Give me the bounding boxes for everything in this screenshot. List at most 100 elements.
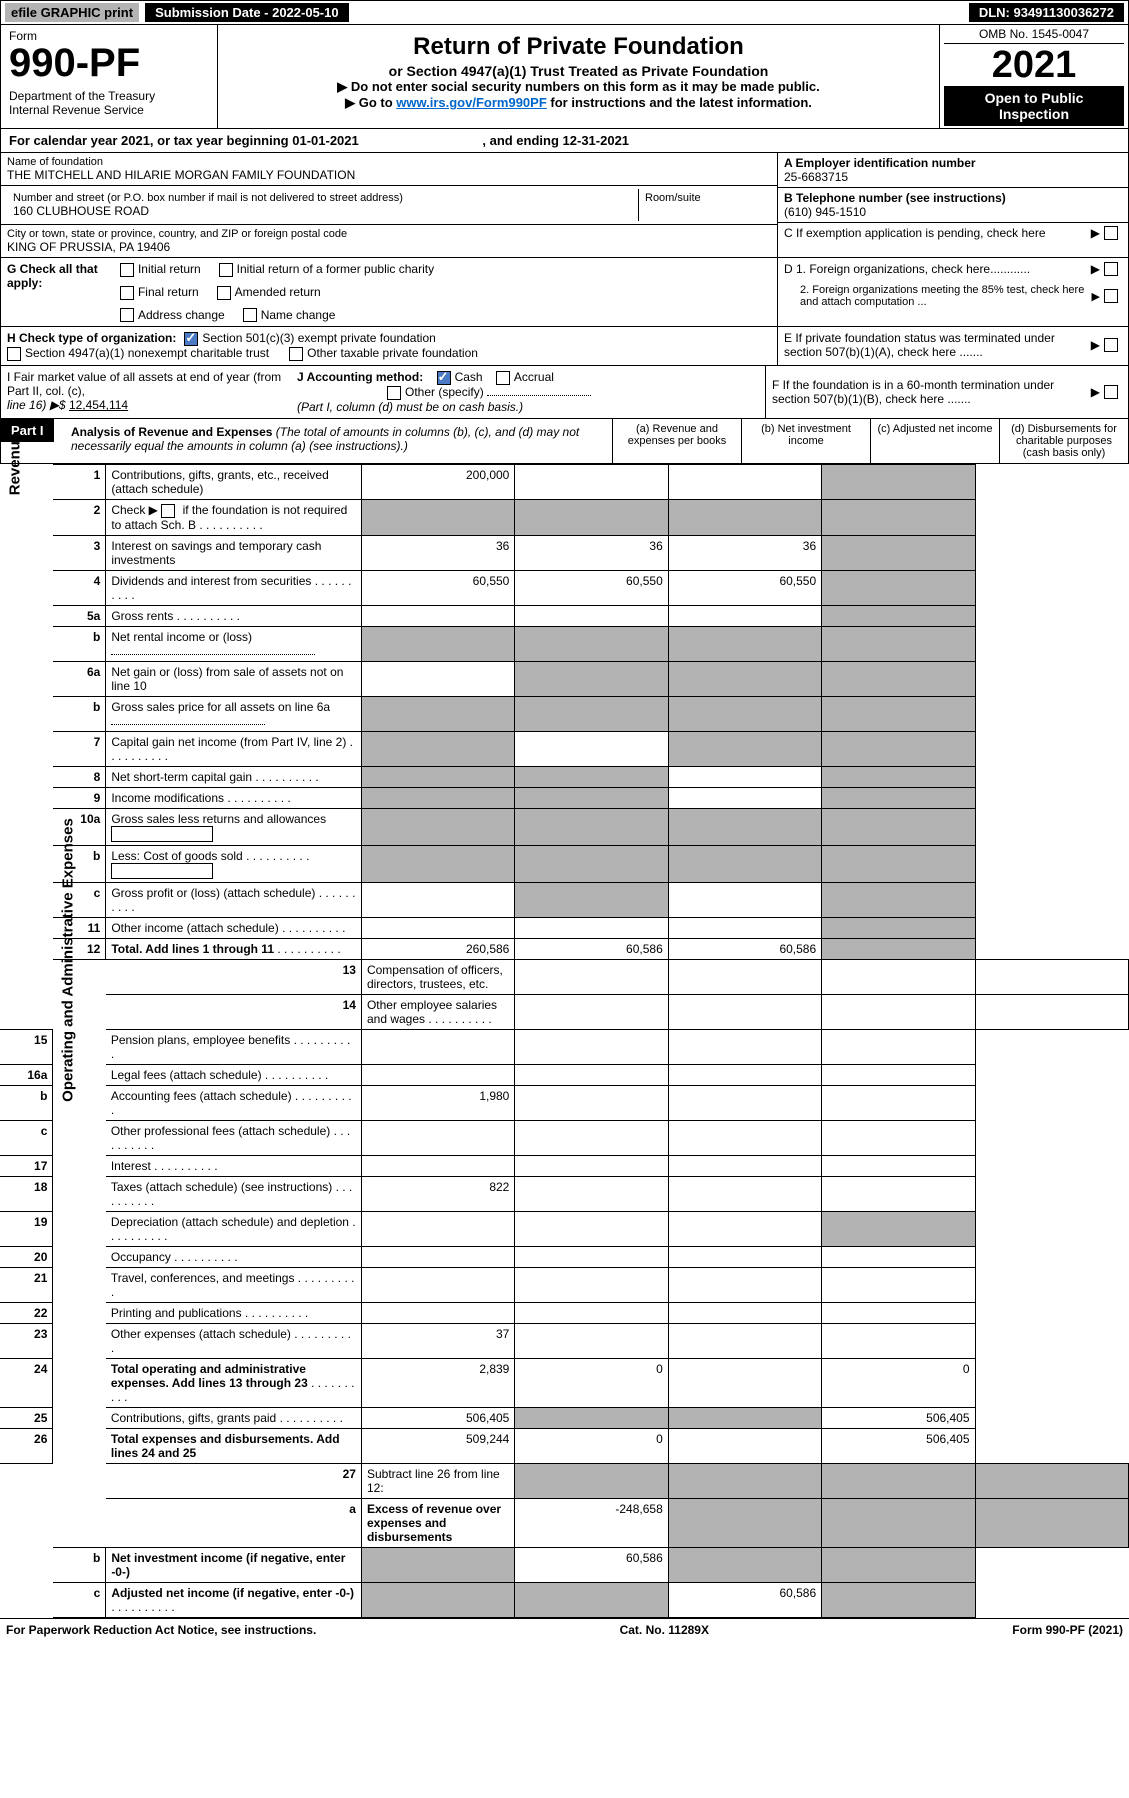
j-other: Other (specify)	[405, 385, 484, 399]
j-other-checkbox[interactable]	[387, 386, 401, 400]
arrow-icon: ▶	[1092, 290, 1100, 303]
g-final-return-checkbox[interactable]	[120, 286, 134, 300]
line-24-a: 2,839	[361, 1358, 514, 1407]
g-amended-checkbox[interactable]	[217, 286, 231, 300]
table-row: bNet rental income or (loss)	[0, 626, 1129, 661]
h-row: H Check type of organization: Section 50…	[1, 327, 777, 365]
irs-label: Internal Revenue Service	[9, 103, 209, 117]
phone-cell: B Telephone number (see instructions) (6…	[778, 188, 1128, 223]
line-10b-desc: Less: Cost of goods sold	[111, 849, 242, 863]
foundation-address: 160 CLUBHOUSE ROAD	[13, 204, 632, 218]
h-4947-checkbox[interactable]	[7, 347, 21, 361]
form-header: Form 990-PF Department of the Treasury I…	[0, 25, 1129, 129]
g-initial-former-checkbox[interactable]	[219, 263, 233, 277]
form990pf-link[interactable]: www.irs.gov/Form990PF	[396, 95, 547, 110]
i-j-f-row: I Fair market value of all assets at end…	[0, 366, 1129, 419]
line-11-desc: Other income (attach schedule)	[111, 921, 278, 935]
d1-checkbox[interactable]	[1104, 262, 1118, 276]
goto-note: ▶ Go to www.irs.gov/Form990PF for instru…	[228, 95, 929, 111]
table-row: 24Total operating and administrative exp…	[0, 1358, 1129, 1407]
foundation-name: THE MITCHELL AND HILARIE MORGAN FAMILY F…	[7, 168, 771, 182]
g-initial-return-checkbox[interactable]	[120, 263, 134, 277]
line-25-a: 506,405	[361, 1407, 514, 1428]
c-checkbox[interactable]	[1104, 226, 1118, 240]
j-cash-checkbox[interactable]	[437, 371, 451, 385]
e-row: E If private foundation status was termi…	[778, 327, 1128, 363]
table-row: 27Subtract line 26 from line 12:	[0, 1463, 1129, 1498]
line-26-a: 509,244	[361, 1428, 514, 1463]
g-address-change-checkbox[interactable]	[120, 308, 134, 322]
g-name-change-checkbox[interactable]	[243, 308, 257, 322]
addr-cell: Number and street (or P.O. box number if…	[1, 186, 777, 225]
phone-label: B Telephone number (see instructions)	[784, 191, 1006, 205]
line-24-b: 0	[515, 1358, 668, 1407]
table-row: bAccounting fees (attach schedule) 1,980	[0, 1085, 1129, 1120]
name-label: Name of foundation	[7, 156, 771, 168]
line-8-desc: Net short-term capital gain	[111, 770, 252, 784]
col-d-header: (d) Disbursements for charitable purpose…	[999, 419, 1128, 463]
line-24-d: 0	[822, 1358, 975, 1407]
cal-begin: 01-01-2021	[292, 133, 359, 148]
line-27-desc: Subtract line 26 from line 12:	[361, 1463, 514, 1498]
g-initial-return: Initial return	[138, 262, 201, 276]
table-row: 25Contributions, gifts, grants paid 506,…	[0, 1407, 1129, 1428]
table-row: 18Taxes (attach schedule) (see instructi…	[0, 1176, 1129, 1211]
city-label: City or town, state or province, country…	[7, 228, 771, 240]
line-12-desc: Total. Add lines 1 through 11	[111, 942, 274, 956]
h-501c3-checkbox[interactable]	[184, 332, 198, 346]
c-cell: C If exemption application is pending, c…	[778, 223, 1128, 243]
c-label: C If exemption application is pending, c…	[784, 226, 1087, 240]
line-4-desc: Dividends and interest from securities	[111, 574, 311, 588]
line-25-d: 506,405	[822, 1407, 975, 1428]
g-address-change: Address change	[138, 308, 225, 322]
j-cash: Cash	[455, 370, 483, 384]
e-checkbox[interactable]	[1104, 338, 1118, 352]
i-line-label: line 16) ▶$	[7, 398, 69, 412]
table-row: aExcess of revenue over expenses and dis…	[0, 1498, 1129, 1547]
line-12-b: 60,586	[515, 938, 668, 959]
h-501c3: Section 501(c)(3) exempt private foundat…	[202, 331, 435, 345]
line-18-desc: Taxes (attach schedule) (see instruction…	[111, 1180, 332, 1194]
table-row: 20Occupancy	[0, 1246, 1129, 1267]
part1-header: Part I Analysis of Revenue and Expenses …	[0, 419, 1129, 464]
line-20-desc: Occupancy	[111, 1250, 171, 1264]
part1-title: Analysis of Revenue and Expenses	[71, 425, 272, 439]
d2-checkbox[interactable]	[1104, 289, 1118, 303]
line-16b-a: 1,980	[361, 1085, 514, 1120]
line-4-c: 60,550	[668, 570, 821, 605]
line-12-c: 60,586	[668, 938, 821, 959]
line-3-c: 36	[668, 535, 821, 570]
line-3-a: 36	[361, 535, 514, 570]
col-c-header: (c) Adjusted net income	[870, 419, 999, 463]
table-row: 5aGross rents	[0, 605, 1129, 626]
h-label: H Check type of organization:	[7, 331, 176, 345]
f-row: F If the foundation is in a 60-month ter…	[765, 366, 1128, 418]
line-10c-desc: Gross profit or (loss) (attach schedule)	[111, 886, 315, 900]
line-3-desc: Interest on savings and temporary cash i…	[106, 535, 362, 570]
table-row: Revenue 1Contributions, gifts, grants, e…	[0, 464, 1129, 499]
footer-left: For Paperwork Reduction Act Notice, see …	[6, 1623, 316, 1637]
footer-center: Cat. No. 11289X	[620, 1623, 709, 1637]
arrow-icon: ▶	[1091, 226, 1100, 240]
j-accrual-checkbox[interactable]	[496, 371, 510, 385]
g-final-return: Final return	[138, 285, 199, 299]
line-2-desc: Check ▶ if the foundation is not require…	[106, 499, 362, 535]
goto-pre: ▶ Go to	[345, 95, 396, 110]
line-13-desc: Compensation of officers, directors, tru…	[361, 959, 514, 994]
table-row: bLess: Cost of goods sold	[0, 845, 1129, 882]
line-27a-a: -248,658	[515, 1498, 668, 1547]
line-16c-desc: Other professional fees (attach schedule…	[111, 1124, 330, 1138]
h-other-checkbox[interactable]	[289, 347, 303, 361]
line-7-desc: Capital gain net income (from Part IV, l…	[111, 735, 346, 749]
i-label: I Fair market value of all assets at end…	[7, 370, 281, 398]
line-2-pre: Check ▶	[111, 503, 158, 517]
table-row: 14Other employee salaries and wages	[0, 994, 1129, 1029]
dept-treasury: Department of the Treasury	[9, 89, 209, 103]
line-2-checkbox[interactable]	[161, 504, 175, 518]
table-row: 19Depreciation (attach schedule) and dep…	[0, 1211, 1129, 1246]
f-checkbox[interactable]	[1104, 385, 1118, 399]
table-row: 11Other income (attach schedule)	[0, 917, 1129, 938]
line-27a-desc: Excess of revenue over expenses and disb…	[367, 1502, 501, 1544]
table-row: 9Income modifications	[0, 787, 1129, 808]
form-subtitle: or Section 4947(a)(1) Trust Treated as P…	[228, 63, 929, 79]
